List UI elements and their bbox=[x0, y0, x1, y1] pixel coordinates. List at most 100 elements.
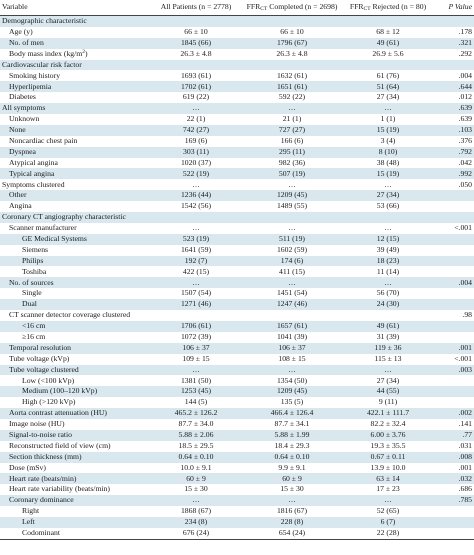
rejected-cell: 422.1 ± 111.7 bbox=[340, 408, 436, 419]
variable-cell-text: Right bbox=[22, 506, 40, 516]
variable-cell-text: Toshiba bbox=[22, 266, 47, 276]
variable-cell: Unknown bbox=[0, 114, 148, 125]
p-value-cell-text: .012 bbox=[458, 92, 472, 102]
completed-cell: 1209 (45) bbox=[244, 190, 340, 202]
completed-cell-text: 60 ± 9 bbox=[282, 473, 302, 483]
completed-cell: 654 (24) bbox=[244, 528, 340, 539]
variable-cell: Aorta contrast attenuation (HU) bbox=[0, 408, 148, 419]
p-value-cell: .98 bbox=[436, 310, 474, 321]
rejected-cell: … bbox=[340, 223, 436, 234]
all-patients-cell: 234 (8) bbox=[148, 516, 244, 528]
completed-cell-text: … bbox=[288, 277, 296, 287]
completed-cell: 87.7 ± 34.1 bbox=[244, 419, 340, 430]
rejected-cell: 3 (4) bbox=[340, 136, 436, 147]
rejected-cell-text: 19.3 ± 35.5 bbox=[370, 440, 406, 450]
completed-cell-text: 1354 (50) bbox=[276, 375, 308, 385]
variable-cell: No. of sources bbox=[0, 277, 148, 289]
p-value-cell bbox=[436, 201, 474, 212]
table-row: Atypical angina 1020 (37) 982 (36) 38 (48).… bbox=[0, 158, 474, 169]
completed-cell: 1489 (55) bbox=[244, 201, 340, 212]
completed-cell-text: 15 ± 30 bbox=[280, 484, 304, 494]
p-value-cell: .001 bbox=[436, 463, 474, 474]
rejected-cell-text: 11 (14) bbox=[376, 266, 400, 276]
all-patients-cell-text: 1236 (44) bbox=[180, 190, 212, 200]
table-row: Left 234 (8) 228 (8) 6 (7) bbox=[0, 516, 474, 528]
completed-cell-text: 727 (27) bbox=[278, 125, 306, 135]
completed-cell-text: 166 (6) bbox=[280, 135, 304, 145]
p-value-cell: .77 bbox=[436, 429, 474, 441]
all-patients-cell: 1693 (61) bbox=[148, 70, 244, 81]
variable-cell-text: CT scanner detector coverage clustered bbox=[9, 310, 131, 320]
variable-cell-text: Dyspnea bbox=[9, 146, 36, 156]
table-row: Low (<100 kVp) 1381 (50) 1354 (50) 27 (34) bbox=[0, 375, 474, 386]
table-row: Aorta contrast attenuation (HU) 465.2 ± 1… bbox=[0, 408, 474, 419]
all-patients-cell-text: 1706 (61) bbox=[180, 321, 212, 331]
p-value-cell-text: .031 bbox=[458, 440, 472, 450]
variable-cell: Smoking history bbox=[0, 70, 148, 81]
header-p-value: P Value bbox=[436, 0, 474, 16]
all-patients-cell-text: 1845 (66) bbox=[180, 37, 212, 47]
all-patients-cell: 1020 (37) bbox=[148, 158, 244, 169]
label-suffix: ) bbox=[85, 48, 88, 58]
completed-cell-text: 21 (1) bbox=[282, 114, 302, 124]
variable-cell-text: Typical angina bbox=[9, 168, 55, 178]
variable-cell: Temporal resolution bbox=[0, 342, 148, 354]
completed-cell: 66 ± 10 bbox=[244, 27, 340, 38]
variable-cell: Section thickness (mm) bbox=[0, 451, 148, 463]
table-row: All symptoms … … … .639 bbox=[0, 103, 474, 115]
all-patients-cell-text: 1253 (45) bbox=[180, 386, 212, 396]
table-row: Symptoms clustered … … … .050 bbox=[0, 179, 474, 190]
all-patients-cell-text: … bbox=[192, 277, 200, 287]
variable-cell: Low (<100 kVp) bbox=[0, 375, 148, 386]
rejected-cell: 61 (76) bbox=[340, 70, 436, 81]
p-value-cell-text: .032 bbox=[458, 473, 472, 483]
variable-cell: GE Medical Systems bbox=[0, 233, 148, 245]
header-ffrct-completed: FFRCT Completed (n = 2698) bbox=[244, 0, 340, 16]
p-value-cell: <.001 bbox=[436, 223, 474, 234]
completed-cell-text: … bbox=[288, 103, 296, 113]
variable-cell-text: Dual bbox=[22, 299, 37, 309]
rejected-cell-text: 61 (76) bbox=[376, 70, 400, 80]
completed-cell: 0.64 ± 0.10 bbox=[244, 451, 340, 463]
table-row: Toshiba 422 (15) 411 (15) 11 (14) bbox=[0, 266, 474, 277]
all-patients-cell-text: 144 (5) bbox=[184, 397, 208, 407]
completed-cell: 1247 (46) bbox=[244, 299, 340, 311]
variable-cell-text: None bbox=[9, 125, 26, 135]
variable-cell: All symptoms bbox=[0, 103, 148, 115]
completed-cell: 592 (22) bbox=[244, 92, 340, 103]
all-patients-cell: … bbox=[148, 364, 244, 376]
p-value-cell: .103 bbox=[436, 124, 474, 136]
rejected-cell: … bbox=[340, 495, 436, 507]
variable-cell: Symptoms clustered bbox=[0, 179, 148, 190]
variable-cell: Image noise (HU) bbox=[0, 419, 148, 430]
all-patients-cell: 18.5 ± 29.5 bbox=[148, 441, 244, 452]
completed-cell-text: 228 (8) bbox=[280, 517, 304, 527]
header-rejected-prefix: FFR bbox=[349, 2, 364, 12]
variable-cell-text: All symptoms bbox=[2, 103, 46, 113]
completed-cell bbox=[244, 212, 340, 223]
table-header-row: Variable All Patients (n = 2778) FFRCT C… bbox=[0, 0, 474, 16]
rejected-cell bbox=[340, 15, 436, 27]
all-patients-cell-text: … bbox=[192, 179, 200, 189]
table-body: Demographic characteristic Age (y) 66 ± 10… bbox=[0, 15, 474, 540]
all-patients-cell-text: 422 (15) bbox=[182, 266, 210, 276]
completed-cell: 106 ± 37 bbox=[244, 342, 340, 354]
p-value-cell-text: .639 bbox=[458, 103, 472, 113]
all-patients-cell bbox=[148, 59, 244, 71]
rejected-cell: … bbox=[340, 277, 436, 289]
completed-cell: 1354 (50) bbox=[244, 375, 340, 386]
rejected-cell: 38 (48) bbox=[340, 158, 436, 169]
all-patients-cell-text: 676 (24) bbox=[182, 528, 210, 538]
all-patients-cell-text: 1020 (37) bbox=[180, 157, 212, 167]
p-value-cell bbox=[436, 528, 474, 539]
table-row: Dual 1271 (46) 1247 (46) 24 (30) bbox=[0, 299, 474, 311]
completed-cell-text: 1247 (46) bbox=[276, 299, 308, 309]
rejected-cell-text: 0.67 ± 0.11 bbox=[370, 451, 406, 461]
all-patients-cell-text: 1271 (46) bbox=[180, 299, 212, 309]
p-value-cell bbox=[436, 332, 474, 343]
rejected-cell: 27 (34) bbox=[340, 190, 436, 202]
rejected-cell-text: 26.9 ± 5.6 bbox=[372, 48, 404, 58]
variable-cell: Body mass index (kg/m2) bbox=[0, 49, 148, 60]
variable-cell: Other bbox=[0, 190, 148, 202]
variable-cell-text: Noncardiac chest pain bbox=[9, 135, 78, 145]
